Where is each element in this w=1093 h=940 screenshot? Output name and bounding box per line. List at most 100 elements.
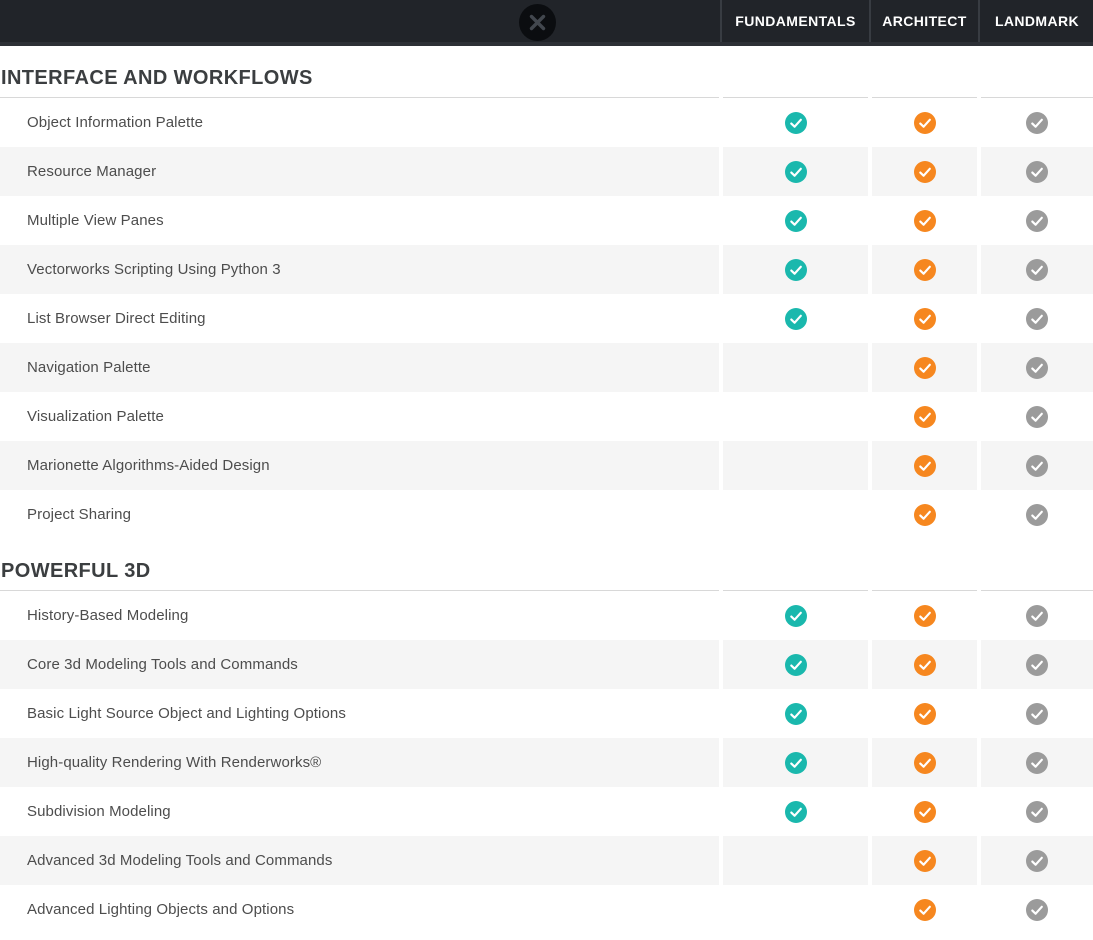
- feature-name: Vectorworks Scripting Using Python 3: [0, 245, 719, 294]
- cell-fundamentals: [723, 147, 868, 196]
- table-row: Advanced Lighting Objects and Options: [0, 885, 1093, 934]
- check-icon-landmark: [1026, 653, 1048, 676]
- feature-section: INTERFACE AND WORKFLOWS Object Informati…: [0, 46, 1093, 539]
- section-rows: History-Based Modeling Core 3d Modeling …: [0, 591, 1093, 934]
- close-button[interactable]: [519, 4, 556, 41]
- table-row: Navigation Palette: [0, 343, 1093, 392]
- cell-landmark: [981, 294, 1093, 343]
- check-icon-fundamentals: [784, 800, 807, 823]
- cell-architect: [872, 490, 977, 539]
- cell-fundamentals: [723, 294, 868, 343]
- comparison-table: INTERFACE AND WORKFLOWS Object Informati…: [0, 46, 1093, 934]
- section-divider: [0, 97, 1093, 98]
- table-row: Vectorworks Scripting Using Python 3: [0, 245, 1093, 294]
- feature-section: POWERFUL 3D History-Based Modeling Core …: [0, 539, 1093, 934]
- cell-architect: [872, 245, 977, 294]
- cell-landmark: [981, 245, 1093, 294]
- cell-fundamentals: [723, 836, 868, 885]
- check-icon-architect: [913, 653, 936, 676]
- feature-name: List Browser Direct Editing: [27, 310, 206, 327]
- feature-name: Multiple View Panes: [27, 212, 164, 229]
- check-icon-architect: [913, 503, 936, 526]
- cell-landmark: [981, 640, 1093, 689]
- check-icon-landmark: [1026, 898, 1048, 921]
- table-row: Resource Manager: [0, 147, 1093, 196]
- column-header-fundamentals: FUNDAMENTALS: [720, 0, 868, 42]
- check-icon-landmark: [1026, 454, 1048, 477]
- cell-fundamentals: [723, 343, 868, 392]
- table-row: Advanced 3d Modeling Tools and Commands: [0, 836, 1093, 885]
- cell-fundamentals: [723, 738, 868, 787]
- check-icon-landmark: [1026, 604, 1048, 627]
- cell-architect: [872, 441, 977, 490]
- check-icon-landmark: [1026, 258, 1048, 281]
- feature-name: Resource Manager: [0, 147, 719, 196]
- check-icon-architect: [913, 111, 936, 134]
- check-icon-landmark: [1026, 111, 1048, 134]
- check-icon-landmark: [1026, 307, 1048, 330]
- section-rows: Object Information Palette Resource Mana…: [0, 98, 1093, 539]
- check-icon-landmark: [1026, 356, 1048, 379]
- check-icon-architect: [913, 800, 936, 823]
- table-row: List Browser Direct Editing: [0, 294, 1093, 343]
- check-icon-architect: [913, 898, 936, 921]
- cell-landmark: [981, 689, 1093, 738]
- check-icon-landmark: [1026, 405, 1048, 428]
- cell-architect: [872, 787, 977, 836]
- feature-name: History-Based Modeling: [27, 607, 189, 624]
- check-icon-landmark: [1026, 800, 1048, 823]
- cell-fundamentals: [723, 245, 868, 294]
- feature-name: Object Information Palette: [27, 114, 204, 131]
- check-icon-architect: [913, 307, 936, 330]
- check-icon-architect: [913, 604, 936, 627]
- cell-fundamentals: [723, 98, 868, 147]
- cell-landmark: [981, 441, 1093, 490]
- check-icon-architect: [913, 751, 936, 774]
- check-icon-fundamentals: [784, 160, 807, 183]
- check-icon-fundamentals: [784, 653, 807, 676]
- cell-fundamentals: [723, 441, 868, 490]
- cell-architect: [872, 738, 977, 787]
- check-icon-architect: [913, 356, 936, 379]
- cell-architect: [872, 640, 977, 689]
- check-icon-fundamentals: [784, 702, 807, 725]
- close-icon: [529, 14, 546, 31]
- section-divider: [0, 590, 1093, 591]
- header-spacer: [0, 0, 719, 42]
- table-row: High-quality Rendering With Renderworks®: [0, 738, 1093, 787]
- check-icon-landmark: [1026, 160, 1048, 183]
- cell-landmark: [981, 196, 1093, 245]
- cell-landmark: [981, 885, 1093, 934]
- cell-landmark: [981, 787, 1093, 836]
- cell-landmark: [981, 147, 1093, 196]
- feature-name: Advanced Lighting Objects and Options: [27, 901, 295, 918]
- feature-name: Marionette Algorithms-Aided Design: [0, 441, 719, 490]
- check-icon-architect: [913, 849, 936, 872]
- cell-landmark: [981, 591, 1093, 640]
- cell-landmark: [981, 98, 1093, 147]
- table-row: Multiple View Panes: [0, 196, 1093, 245]
- cell-fundamentals: [723, 490, 868, 539]
- feature-name: Subdivision Modeling: [27, 803, 171, 820]
- cell-fundamentals: [723, 196, 868, 245]
- check-icon-architect: [913, 209, 936, 232]
- cell-architect: [872, 836, 977, 885]
- cell-architect: [872, 885, 977, 934]
- check-icon-architect: [913, 405, 936, 428]
- check-icon-landmark: [1026, 751, 1048, 774]
- cell-landmark: [981, 738, 1093, 787]
- cell-fundamentals: [723, 640, 868, 689]
- check-icon-fundamentals: [784, 209, 807, 232]
- feature-name: Navigation Palette: [0, 343, 719, 392]
- cell-landmark: [981, 490, 1093, 539]
- cell-landmark: [981, 836, 1093, 885]
- cell-fundamentals: [723, 787, 868, 836]
- column-header-landmark: LANDMARK: [978, 0, 1093, 42]
- check-icon-architect: [913, 258, 936, 281]
- check-icon-architect: [913, 702, 936, 725]
- cell-architect: [872, 147, 977, 196]
- column-header-architect: ARCHITECT: [869, 0, 977, 42]
- check-icon-fundamentals: [784, 258, 807, 281]
- check-icon-fundamentals: [784, 604, 807, 627]
